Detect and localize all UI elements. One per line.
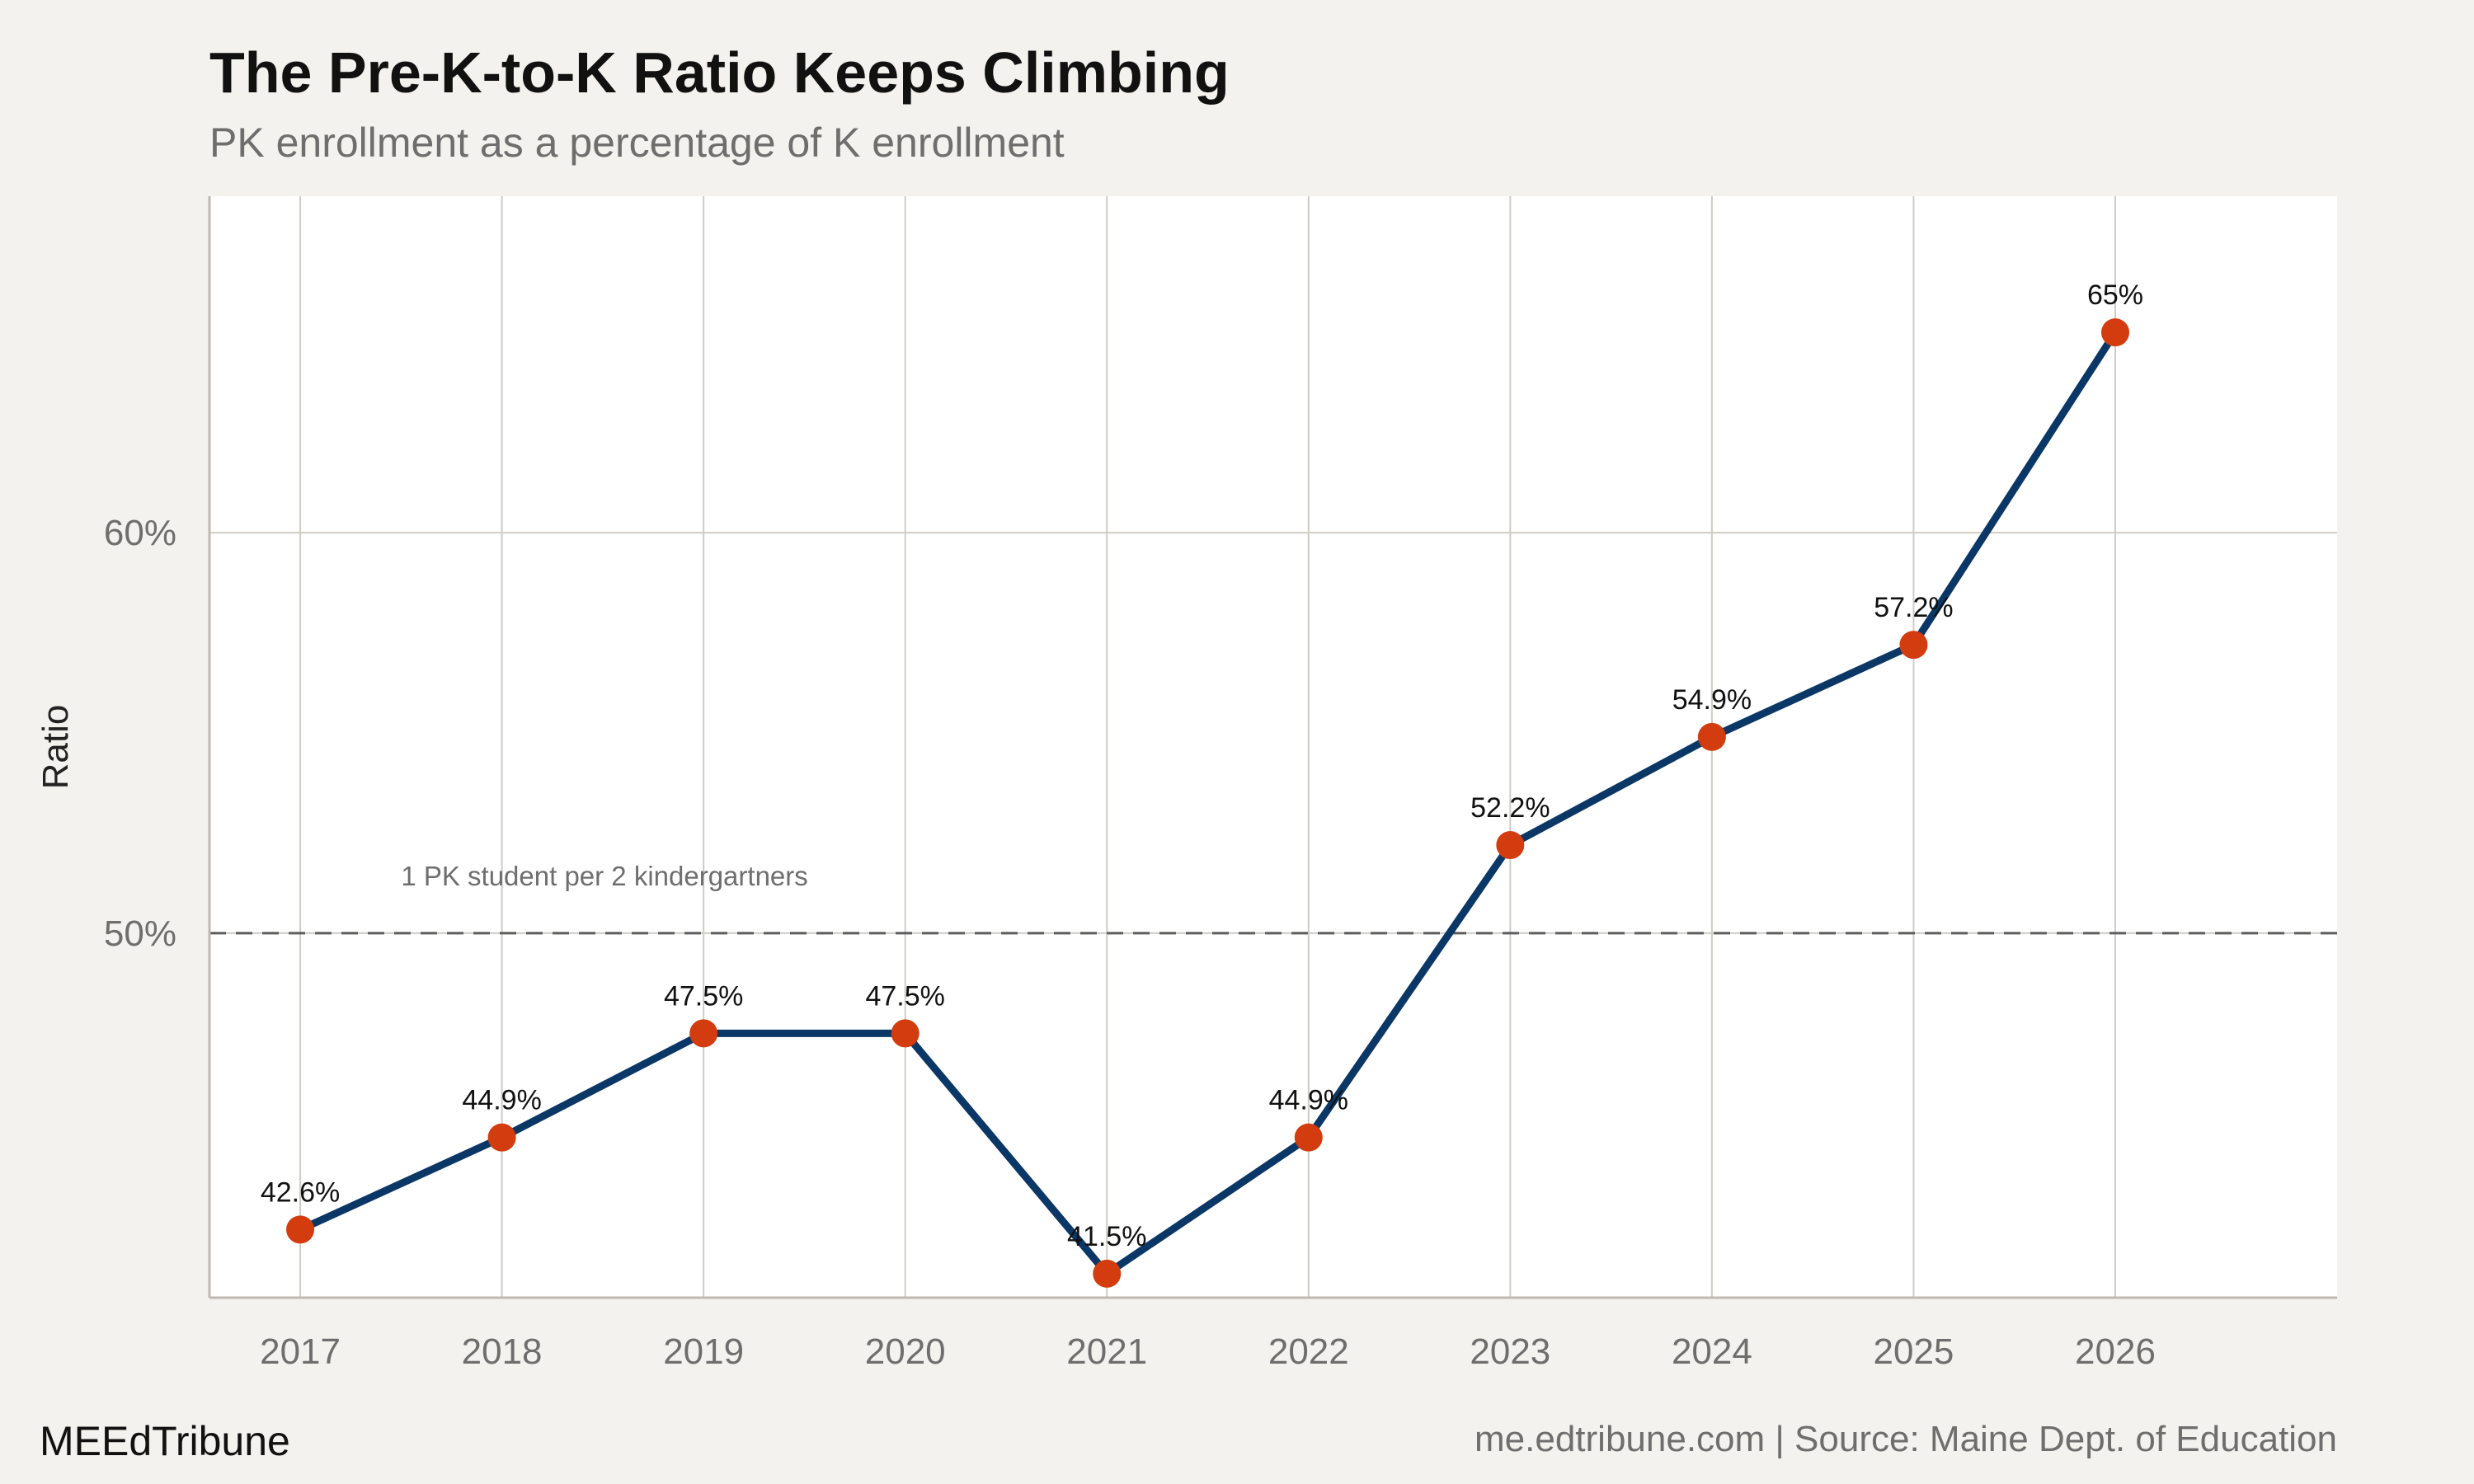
data-point-2023 (1496, 831, 1525, 860)
chart-subtitle: PK enrollment as a percentage of K enrol… (209, 120, 1065, 166)
data-point-2022 (1294, 1123, 1323, 1152)
brand-logo-text: MEEdTribune (40, 1418, 290, 1464)
data-label-2017: 42.6% (261, 1176, 340, 1208)
data-label-2021: 41.5% (1067, 1221, 1146, 1252)
series-line (296, 328, 2119, 1278)
data-label-2018: 44.9% (462, 1085, 541, 1116)
x-tick-label-2023: 2023 (1470, 1331, 1550, 1372)
y-tick-labels: 50% 60% (104, 513, 176, 954)
x-tick-label-2022: 2022 (1268, 1331, 1349, 1372)
data-point-2018 (487, 1123, 516, 1152)
data-point-2020 (891, 1019, 920, 1048)
series-ratio (286, 318, 2129, 1288)
data-label-2025: 57.2% (1874, 592, 1953, 623)
x-gridlines (299, 196, 2116, 1298)
y-tick-label-60: 60% (104, 513, 176, 553)
data-label-2020: 47.5% (865, 980, 944, 1012)
data-label-2019: 47.5% (664, 980, 743, 1012)
y-axis-label: Ratio (35, 705, 76, 790)
data-label-2026: 65% (2087, 279, 2143, 311)
source-credit: me.edtribune.com | Source: Maine Dept. o… (1475, 1419, 2337, 1459)
x-tick-label-2019: 2019 (663, 1331, 744, 1372)
data-point-2017 (286, 1215, 315, 1244)
data-point-2019 (689, 1019, 718, 1048)
y-tick-label-50: 50% (104, 913, 176, 954)
x-tick-label-2025: 2025 (1874, 1331, 1954, 1372)
data-point-2024 (1697, 722, 1726, 751)
reference-line-annotation: 1 PK student per 2 kindergartners (401, 861, 807, 891)
data-point-2026 (2100, 318, 2129, 347)
reference-line-group: 1 PK student per 2 kindergartners (209, 861, 2337, 935)
x-tick-label-2024: 2024 (1672, 1331, 1752, 1372)
data-label-2024: 54.9% (1672, 684, 1752, 716)
x-tick-label-2017: 2017 (260, 1331, 341, 1372)
x-tick-label-2020: 2020 (865, 1331, 946, 1372)
data-point-2025 (1899, 631, 1928, 660)
x-tick-labels: 2017 2018 2019 2020 2021 2022 2023 2024 2025 2026 (260, 1331, 2156, 1372)
x-tick-label-2018: 2018 (462, 1331, 543, 1372)
data-label-2022: 44.9% (1269, 1085, 1348, 1116)
x-tick-label-2021: 2021 (1066, 1331, 1147, 1372)
data-point-2021 (1093, 1259, 1122, 1288)
plot-panel (209, 196, 2337, 1298)
x-tick-label-2026: 2026 (2075, 1331, 2156, 1372)
chart-title: The Pre-K-to-K Ratio Keeps Climbing (209, 40, 1230, 105)
data-labels: 42.6% 44.9% 47.5% 47.5% 41.5% 44.9% 52.2% 54.9%… (261, 279, 2143, 1252)
data-label-2023: 52.2% (1470, 792, 1550, 824)
